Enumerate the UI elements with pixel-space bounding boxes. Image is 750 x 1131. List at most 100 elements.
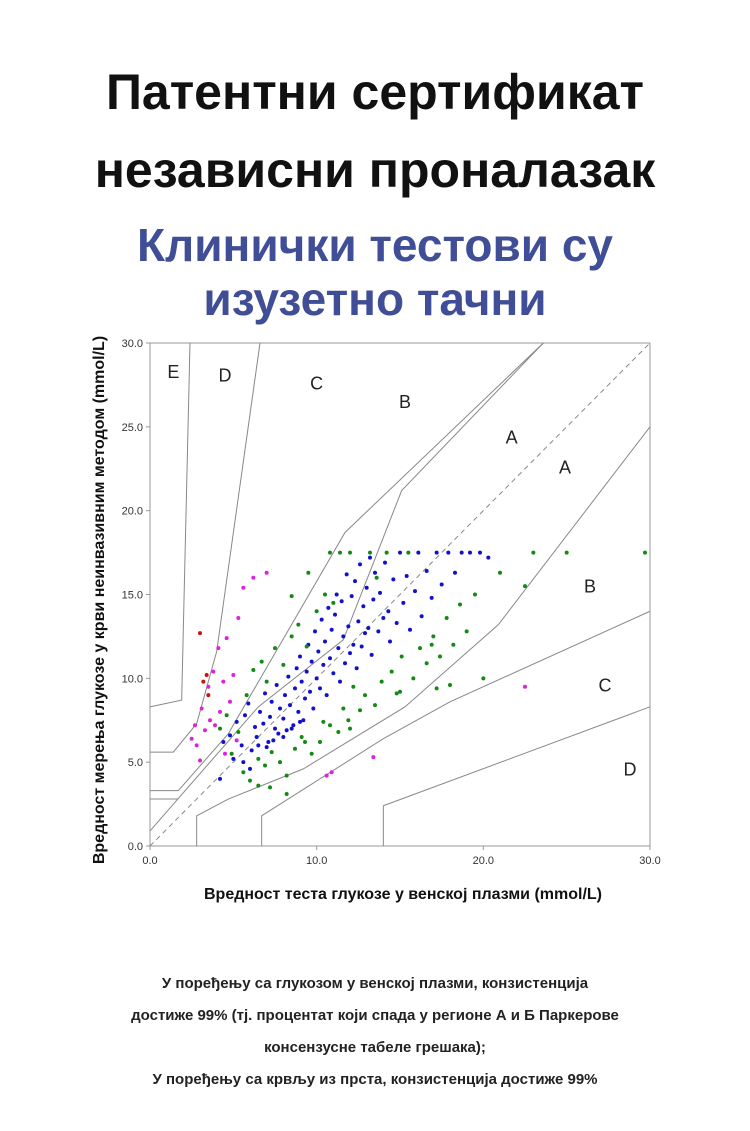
page-title-line2: независни проналазак [94,142,656,198]
zone-label: A [506,427,518,447]
green-data-point [338,550,342,555]
blue-data-point [369,652,374,657]
blue-data-point [263,691,267,696]
blue-data-point [391,577,396,582]
blue-data-point [231,756,236,761]
zone-labels: E D C B A A B C D [167,362,636,779]
x-tick-label: 20.0 [473,855,494,867]
green-data-point [398,689,402,694]
zone-boundary-line [149,342,544,832]
green-data-point [331,600,336,605]
blue-data-point [364,585,369,590]
magenta-data-point [236,615,241,620]
blue-data-point [459,550,464,555]
blue-data-point [271,738,276,743]
blue-data-point [274,683,279,688]
green-data-point [318,740,322,745]
blue-data-point [439,582,444,587]
green-data-point [229,751,234,756]
magenta-data-point [251,575,256,580]
magenta-data-point [211,669,216,674]
green-data-point [293,746,297,751]
blue-data-point [291,723,296,728]
green-data-point [289,594,294,599]
green-data-point [218,726,222,731]
blue-data-point [368,555,372,560]
green-data-point [444,615,449,620]
zone-label: D [624,759,637,779]
magenta-data-point [213,723,217,728]
x-axis-label: Вредност теста глукозе у венској плазми … [204,886,602,903]
blue-data-point [338,679,342,684]
green-data-point [244,693,249,698]
blue-data-point [446,550,451,555]
zone-label: B [399,392,411,412]
blue-data-point [269,699,274,704]
blue-data-point [243,713,247,718]
page-title-line1: Патентни сертификат [105,64,645,120]
green-data-point [336,729,341,734]
magenta-data-point [241,585,246,590]
zone-boundary-line [382,706,651,846]
green-data-point [278,760,282,765]
green-data-point [256,783,261,788]
blue-data-point [276,731,281,736]
zone-boundary-line [150,342,544,792]
blue-data-point [293,686,297,691]
blue-data-point [336,646,341,651]
green-data-point [379,679,384,684]
blue-data-point [254,735,259,740]
green-data-point [241,770,246,775]
red-data-point [206,693,211,698]
subtitle-line2: изузетно тачни [203,273,547,325]
zone-label: E [167,362,179,382]
green-data-point [304,644,309,649]
blue-data-point [281,735,286,740]
green-data-point [328,723,332,728]
green-data-point [263,763,267,768]
blue-data-point [361,604,366,609]
caption-line3: консензусне табеле грешака); [264,1039,486,1056]
green-data-point [531,550,536,555]
blue-data-point [266,740,271,745]
blue-data-point [298,654,302,659]
magenta-data-point [194,743,199,748]
y-tick-label: 10.0 [122,673,143,685]
blue-data-point [408,627,412,632]
green-data-point [438,654,442,659]
y-tick-label: 30.0 [122,338,143,350]
green-data-point [348,550,352,555]
blue-data-point [308,689,312,694]
green-data-point [373,703,377,708]
blue-data-point [358,562,362,567]
green-data-point [299,735,304,740]
blue-data-point [328,656,332,661]
green-data-point [328,550,332,555]
red-data-point [201,679,206,684]
magenta-data-point [523,684,527,689]
blue-data-point [323,639,327,644]
blue-data-point [468,550,472,555]
blue-data-point [268,714,272,719]
blue-data-point [253,724,257,729]
blue-data-point [313,629,317,634]
zone-boundaries [149,342,651,846]
blue-data-point [376,629,381,634]
blue-data-point [434,550,439,555]
blue-data-point [404,574,409,579]
blue-data-point [383,560,387,565]
caption-line1: У поређењу са глукозом у венској плазми,… [161,975,589,992]
green-data-point [306,570,311,575]
caption-line2: достиже 99% (тј. процентат који спада у … [131,1007,619,1024]
green-data-point [399,654,404,659]
blue-data-point [304,669,309,674]
green-data-point [314,609,319,614]
blue-data-point [478,550,482,555]
blue-data-point [349,594,354,599]
green-data-point [448,683,452,688]
blue-data-point [359,644,364,649]
green-data-point [321,719,326,724]
blue-data-point [486,555,491,560]
green-data-point [411,676,416,681]
caption-line4: У поређењу са крвљу из прста, конзистенц… [152,1071,598,1088]
